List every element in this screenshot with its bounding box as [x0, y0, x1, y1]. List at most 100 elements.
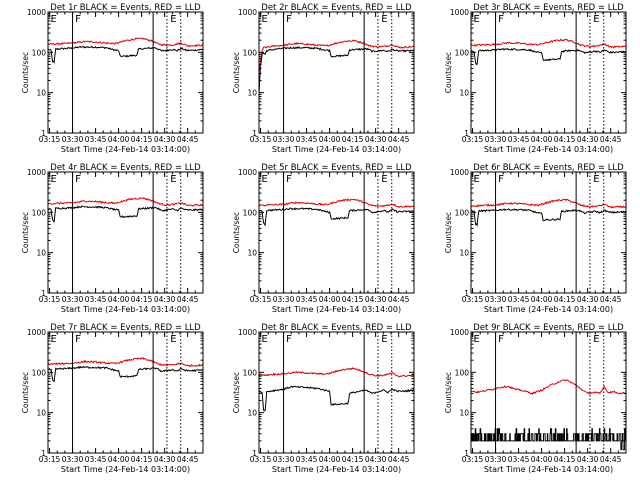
x-tick-label: 04:15 — [554, 295, 576, 304]
y-tick-label: 10 — [36, 89, 46, 98]
x-tick-label: 04:45 — [388, 135, 410, 144]
interval-marker-label: E — [381, 14, 387, 25]
panel-title: Det 8r BLACK = Events, RED = LLD — [261, 323, 412, 333]
lld-series-line — [258, 39, 415, 81]
plot-frame — [258, 171, 415, 294]
y-tick-label: 1 — [252, 129, 257, 138]
lld-series-line — [470, 38, 627, 49]
x-tick-label: 04:45 — [177, 135, 199, 144]
x-tick-label: 03:15 — [462, 455, 484, 464]
interval-marker-label: F — [286, 174, 292, 185]
x-axis-label: Start Time (24-Feb-14 03:14:00) — [272, 145, 401, 154]
y-tick-label: 1000 — [27, 8, 46, 17]
y-axis-label: Counts/sec — [444, 212, 453, 253]
interval-marker-label: F — [498, 174, 504, 185]
lld-series-line — [258, 198, 415, 209]
y-tick-label: 10 — [247, 409, 257, 418]
x-tick-label: 04:00 — [531, 295, 553, 304]
panel-title: Det 5r BLACK = Events, RED = LLD — [261, 163, 412, 173]
y-tick-label: 100 — [32, 368, 47, 377]
x-tick-label: 03:45 — [85, 135, 107, 144]
y-tick-label: 1 — [464, 449, 469, 458]
x-tick-label: 03:45 — [85, 295, 107, 304]
events-series-line — [470, 208, 627, 228]
interval-marker-label: E — [593, 334, 599, 345]
y-tick-label: 1000 — [238, 328, 257, 337]
y-tick-label: 10 — [247, 249, 257, 258]
y-tick-label: 1 — [252, 289, 257, 298]
y-tick-label: 1000 — [27, 328, 46, 337]
x-tick-label: 04:30 — [154, 455, 176, 464]
y-tick-label: 10 — [459, 409, 469, 418]
lld-series-line — [47, 196, 204, 207]
x-tick-label: 03:45 — [508, 295, 530, 304]
x-tick-label: 04:00 — [108, 135, 130, 144]
y-tick-label: 1000 — [238, 8, 257, 17]
x-tick-label: 03:45 — [296, 455, 318, 464]
y-tick-label: 1 — [41, 129, 46, 138]
x-tick-label: 03:15 — [39, 135, 61, 144]
x-tick-label: 03:15 — [250, 135, 272, 144]
x-tick-label: 03:45 — [508, 455, 530, 464]
x-tick-label: 04:15 — [554, 455, 576, 464]
y-axis-label: Counts/sec — [444, 372, 453, 413]
interval-marker-label: E — [51, 174, 57, 185]
x-tick-label: 04:00 — [319, 295, 341, 304]
interval-marker-label: E — [262, 14, 268, 25]
panel-title: Det 4r BLACK = Events, RED = LLD — [50, 163, 201, 173]
y-tick-label: 10 — [36, 409, 46, 418]
x-tick-label: 04:30 — [154, 295, 176, 304]
y-tick-label: 10 — [459, 249, 469, 258]
x-tick-label: 03:15 — [39, 295, 61, 304]
x-tick-label: 03:30 — [485, 135, 507, 144]
y-tick-label: 100 — [243, 48, 258, 57]
panel-title: Det 3r BLACK = Events, RED = LLD — [473, 3, 624, 13]
lld-series-line — [470, 379, 627, 395]
x-axis-label: Start Time (24-Feb-14 03:14:00) — [484, 145, 613, 154]
x-tick-label: 03:15 — [462, 295, 484, 304]
panel-title: Det 6r BLACK = Events, RED = LLD — [473, 163, 624, 173]
y-tick-label: 100 — [32, 208, 47, 217]
x-tick-label: 04:00 — [531, 135, 553, 144]
events-series-line — [258, 385, 415, 412]
lld-series-line — [258, 367, 415, 378]
plot-frame — [258, 11, 415, 134]
panel-title: Det 1r BLACK = Events, RED = LLD — [50, 3, 201, 13]
interval-marker-label: E — [51, 14, 57, 25]
y-tick-label: 1000 — [450, 328, 469, 337]
y-tick-label: 1000 — [450, 8, 469, 17]
x-tick-label: 04:15 — [131, 295, 153, 304]
x-tick-label: 03:30 — [485, 455, 507, 464]
y-axis-label: Counts/sec — [21, 212, 30, 253]
plot-frame — [258, 331, 415, 454]
x-axis-label: Start Time (24-Feb-14 03:14:00) — [484, 465, 613, 474]
x-axis-label: Start Time (24-Feb-14 03:14:00) — [61, 305, 190, 314]
panel-title: Det 9r BLACK = Events, RED = LLD — [473, 323, 624, 333]
y-tick-label: 100 — [455, 208, 470, 217]
x-axis-label: Start Time (24-Feb-14 03:14:00) — [484, 305, 613, 314]
x-tick-label: 04:45 — [600, 455, 622, 464]
x-tick-label: 04:45 — [177, 455, 199, 464]
events-series-line — [258, 46, 415, 93]
x-tick-label: 03:45 — [508, 135, 530, 144]
y-axis-label: Counts/sec — [232, 52, 241, 93]
x-tick-label: 03:30 — [273, 135, 295, 144]
events-series-line — [470, 428, 626, 451]
x-tick-label: 04:15 — [131, 135, 153, 144]
y-tick-label: 1000 — [450, 168, 469, 177]
x-axis-label: Start Time (24-Feb-14 03:14:00) — [61, 145, 190, 154]
interval-marker-label: E — [381, 334, 387, 345]
x-tick-label: 04:30 — [154, 135, 176, 144]
x-tick-label: 03:45 — [85, 455, 107, 464]
y-axis-label: Counts/sec — [21, 52, 30, 93]
panel-title: Det 7r BLACK = Events, RED = LLD — [50, 323, 201, 333]
lld-series-line — [47, 37, 204, 48]
x-tick-label: 04:15 — [342, 455, 364, 464]
interval-marker-label: E — [381, 174, 387, 185]
